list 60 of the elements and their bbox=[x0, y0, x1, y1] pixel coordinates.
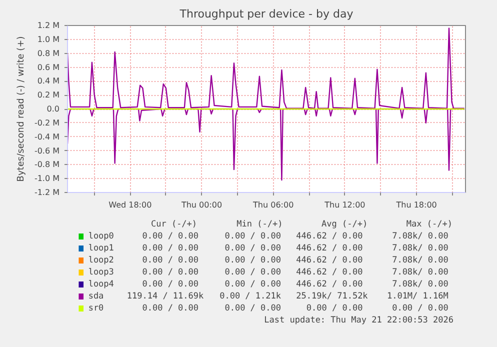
text: 446.62 / 0.00 bbox=[296, 232, 363, 242]
y-tick-label: 0.8 M bbox=[37, 48, 60, 58]
legend-label: sr0 bbox=[88, 304, 104, 314]
y-axis-title: Bytes/second read (-) / write (+) bbox=[16, 36, 26, 182]
text: 0.00 / 0.00 bbox=[306, 304, 363, 314]
y-tick-label: -1.2 M bbox=[34, 188, 60, 197]
x-tick-label: Thu 06:00 bbox=[252, 200, 294, 210]
text: Avg (-/+) bbox=[322, 220, 368, 230]
text: 0.00 / 0.00 bbox=[224, 256, 282, 266]
y-tick-label: -0.6 M bbox=[34, 146, 60, 156]
text: 446.62 / 0.00 bbox=[296, 280, 363, 290]
x-tick-label: Thu 12:00 bbox=[324, 200, 366, 210]
text: 0.00 / 0.00 bbox=[392, 304, 448, 314]
y-tick-label: 0.0 bbox=[46, 104, 60, 114]
x-tick-label: Thu 18:00 bbox=[395, 200, 437, 210]
y-tick-label: -1.0 M bbox=[34, 174, 60, 184]
text: 0.00 / 0.00 bbox=[224, 304, 282, 314]
y-tick-label: 0.6 M bbox=[37, 62, 60, 72]
chart-title: Throughput per device - by day bbox=[178, 8, 354, 20]
text: 1.01M/ 1.16M bbox=[386, 292, 448, 302]
text: 0.00 / 0.00 bbox=[142, 244, 199, 254]
text: 7.08k/ 0.00 bbox=[392, 232, 448, 242]
text: 0.00 / 0.00 bbox=[142, 232, 199, 242]
legend-label: loop2 bbox=[88, 256, 114, 266]
text: Max (-/+) bbox=[406, 220, 452, 230]
text: 446.62 / 0.00 bbox=[296, 256, 363, 266]
text: 0.00 / 0.00 bbox=[142, 268, 199, 278]
text: 0.00 / 0.00 bbox=[224, 232, 282, 242]
text: 25.19k/ 71.52k bbox=[296, 292, 368, 302]
y-tick-label: 1.0 M bbox=[37, 34, 60, 44]
legend-label: sda bbox=[88, 292, 104, 302]
y-tick-label: 0.2 M bbox=[37, 90, 60, 100]
text: 0.00 / 0.00 bbox=[224, 244, 282, 254]
text: 7.08k/ 0.00 bbox=[392, 244, 448, 254]
y-tick-label: -0.8 M bbox=[34, 160, 60, 170]
text: 119.14 / 11.69k bbox=[126, 292, 204, 302]
y-tick-label: -0.2 M bbox=[34, 118, 60, 128]
x-tick-label: Thu 00:00 bbox=[180, 200, 222, 210]
text: 0.00 / 0.00 bbox=[224, 280, 282, 290]
y-tick-label: 1.2 M bbox=[37, 21, 60, 30]
x-tick-label: Wed 18:00 bbox=[108, 200, 152, 210]
legend-label: loop0 bbox=[88, 232, 114, 242]
text: 0.00 / 0.00 bbox=[142, 280, 199, 290]
legend-label: loop4 bbox=[88, 280, 114, 290]
text: 446.62 / 0.00 bbox=[296, 244, 363, 254]
text: Cur (-/+) bbox=[150, 220, 198, 230]
text: Min (-/+) bbox=[236, 220, 283, 230]
text: 0.00 / 0.00 bbox=[224, 268, 282, 278]
text: 0.00 / 0.00 bbox=[142, 256, 199, 266]
text: 0.00 / 0.00 bbox=[142, 304, 199, 314]
text: 7.08k/ 0.00 bbox=[392, 268, 448, 278]
y-tick-label: 0.4 M bbox=[37, 76, 60, 86]
text: 0.00 / 1.21k bbox=[220, 292, 282, 302]
text: 7.08k/ 0.00 bbox=[392, 256, 448, 266]
text: 446.62 / 0.00 bbox=[296, 268, 363, 278]
text: 7.08k/ 0.00 bbox=[392, 280, 448, 290]
y-tick-label: -0.4 M bbox=[34, 132, 60, 142]
text: Last update: Thu May 21 22:00:53 2026 bbox=[264, 316, 454, 326]
legend-label: loop3 bbox=[88, 268, 114, 278]
legend-label: loop1 bbox=[88, 244, 114, 254]
